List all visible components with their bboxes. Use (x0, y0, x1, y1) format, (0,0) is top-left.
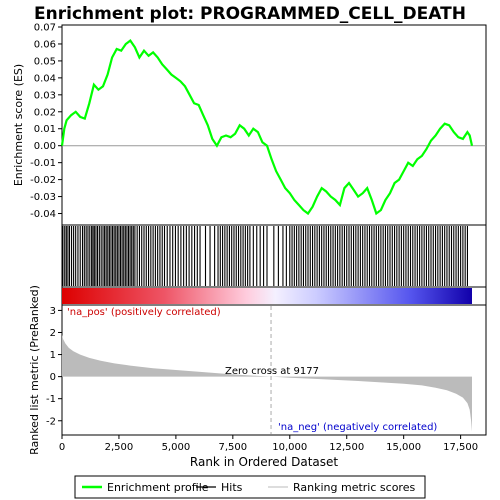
metric-y-axis: -2 -1 0 1 2 3 (46, 306, 62, 427)
x-axis-label: Rank in Ordered Dataset (190, 455, 338, 469)
es-y-tick-label: 0.04 (34, 73, 56, 84)
x-tick-label: 17,500 (443, 442, 478, 453)
x-tick-label: 0 (59, 442, 65, 453)
metric-y-tick-label: -1 (46, 394, 56, 405)
es-y-tick-label: -0.02 (30, 175, 56, 186)
negative-correlation-label: 'na_neg' (negatively correlated) (278, 422, 437, 433)
es-y-axis-label: Enrichment score (ES) (12, 64, 25, 186)
es-y-axis: -0.04 -0.03 -0.02 -0.01 0.00 0.01 0.02 0.03 0.04… (30, 23, 62, 220)
positive-correlation-label: 'na_pos' (positively correlated) (67, 307, 221, 318)
legend-label: Ranking metric scores (293, 481, 415, 494)
zero-cross-label: Zero cross at 9177 (225, 366, 319, 377)
es-y-tick-label: -0.04 (30, 209, 56, 220)
hit-lines (62, 226, 468, 286)
es-y-tick-label: 0.03 (34, 90, 56, 101)
x-tick-label: 12,500 (329, 442, 364, 453)
x-axis: 0 2,500 5,000 7,500 10,000 12,500 15,000 17,500 (59, 435, 478, 453)
es-y-tick-label: 0.05 (34, 56, 56, 67)
chart-title: Enrichment plot: PROGRAMMED_CELL_DEATH (34, 4, 466, 24)
legend-items: Enrichment profile Hits Ranking metric sco… (82, 481, 415, 494)
es-y-tick-label: 0.00 (34, 141, 56, 152)
legend-label: Enrichment profile (107, 481, 209, 494)
x-tick-label: 2,500 (105, 442, 134, 453)
legend-label: Hits (221, 481, 243, 494)
metric-y-tick-label: 3 (50, 306, 56, 317)
metric-y-tick-label: 2 (50, 328, 56, 339)
x-tick-label: 7,500 (219, 442, 248, 453)
x-tick-label: 15,000 (386, 442, 421, 453)
legend (74, 475, 426, 499)
es-y-tick-label: -0.03 (30, 192, 56, 203)
es-y-tick-label: 0.07 (34, 23, 56, 34)
metric-y-tick-label: -2 (46, 416, 56, 427)
es-y-tick-label: 0.01 (34, 124, 56, 135)
es-plot-area (61, 24, 487, 226)
metric-y-axis-label: Ranked list metric (PreRanked) (28, 285, 41, 455)
rank-color-bar (62, 288, 472, 304)
metric-y-tick-label: 1 (50, 350, 56, 361)
es-y-tick-label: 0.06 (34, 39, 56, 50)
x-tick-label: 5,000 (162, 442, 191, 453)
es-y-tick-label: 0.02 (34, 107, 56, 118)
x-tick-label: 10,000 (272, 442, 307, 453)
metric-y-tick-label: 0 (50, 372, 56, 383)
es-y-tick-label: -0.01 (30, 158, 56, 169)
enrichment-profile-line (60, 39, 474, 216)
